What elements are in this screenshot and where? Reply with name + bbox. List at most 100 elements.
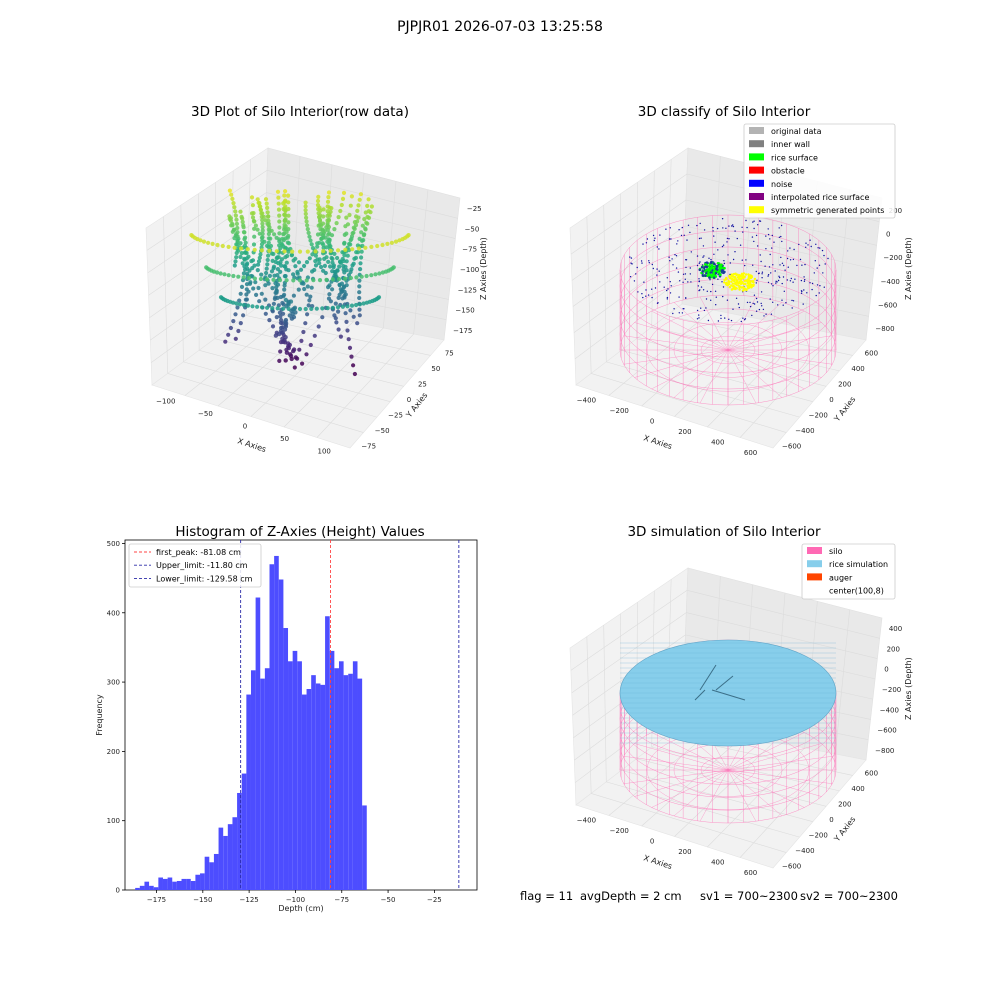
raw-data-point [270,324,276,329]
raw-data-point [232,236,237,241]
raw-data-point [347,345,353,350]
raw-data-point [346,337,351,342]
histogram-y-label: Frequency [95,694,104,736]
rice-surface-point [701,274,705,277]
x-tick-label: 600 [744,869,757,877]
raw-data-point [313,249,318,254]
raw-data-point [240,219,245,225]
noise-point [773,241,775,243]
noise-point [816,267,818,269]
raw-data-point [259,242,265,247]
raw-data-point [330,256,335,262]
rice-surface-point [706,273,710,277]
histogram-legend: first_peak: -81.08 cm Upper_limit: -11.80… [128,543,262,588]
grid-line-floor-y [636,338,827,387]
noise-point [713,253,715,255]
histogram-bar [144,881,150,890]
noise-point [738,306,740,309]
raw-data-point [326,195,331,200]
footer-flag: flag = 11 [520,889,573,903]
noise-point [659,281,661,283]
noise-point [656,246,658,248]
y-tick-label: −400 [795,847,814,855]
raw-data-point [259,272,264,277]
raw-data-point [289,316,295,321]
raw-data-point [241,223,246,228]
raw-data-point [326,218,331,223]
noise-point [677,271,680,273]
histogram-legend-label: first_peak: -81.08 cm [156,548,241,557]
raw-data-point [297,249,303,254]
histogram-bar [338,661,344,890]
noise-point [781,299,783,301]
raw-data-point [284,350,290,355]
raw-data-point [335,255,340,261]
raw-data-point [345,222,351,227]
raw-data-point [277,278,283,283]
raw-data-point [252,247,257,252]
noise-point [801,264,803,266]
raw-data-point [282,264,287,269]
raw-data-point [233,312,238,317]
raw-data-point [283,358,288,363]
noise-point [698,262,700,264]
noise-point [656,268,658,270]
y-tick-label: −200 [809,411,828,419]
histogram-x-tick-label: −150 [193,896,212,904]
noise-point [781,262,784,264]
noise-point [722,286,725,288]
noise-point [796,264,798,267]
raw-data-point [255,304,260,309]
raw-data-point [265,205,270,210]
noise-point [779,264,781,266]
raw-data-point [307,234,312,239]
raw-data-point [397,238,402,243]
raw-data-point [277,231,282,236]
noise-point [685,297,687,299]
raw-data-point [356,203,361,208]
x-tick-label: −400 [577,396,596,404]
grid-line-left-y [163,216,169,374]
raw-data-point [325,306,330,311]
raw-data-point [360,223,365,228]
noise-point [676,243,678,245]
noise-point [778,227,780,229]
raw-data-point [265,243,270,248]
legend-swatch [807,573,822,581]
symmetric-generated-point [752,281,755,284]
raw-data-point [280,242,285,247]
z-tick-label: −400 [881,278,900,286]
simulation-x-label: X Axies [642,853,673,871]
noise-point [756,279,758,281]
noise-point [732,225,735,228]
noise-point [755,234,758,237]
histogram-bar [237,792,242,890]
raw-data-point [309,306,314,311]
noise-point [758,308,761,311]
symmetric-generated-point [742,289,745,292]
raw-data-point [349,267,354,272]
raw-data-point [332,273,337,278]
raw-data-point [276,261,281,266]
histogram-bar [264,668,270,890]
raw-data-point [263,283,268,288]
noise-point [767,274,770,276]
noise-point [705,307,707,309]
raw-data-point [297,347,302,352]
histogram-legend-label: Lower_limit: -129.58 cm [156,574,253,583]
raw-data-point [309,285,314,290]
noise-point [767,233,770,236]
raw-data-point [344,215,349,220]
y-tick-label: 75 [445,350,454,358]
z-tick-label: −100 [460,266,479,274]
noise-point [749,301,751,304]
noise-point [710,258,712,261]
raw-data-point [304,260,310,265]
rice-surface-point [720,269,724,272]
raw-data-point [339,290,344,295]
raw-z-ticks: −25 −50 −75 −100 −125 −150 −175 [453,205,481,335]
noise-point [799,258,802,261]
raw-data-point [274,249,279,254]
raw-data-point [333,301,338,306]
